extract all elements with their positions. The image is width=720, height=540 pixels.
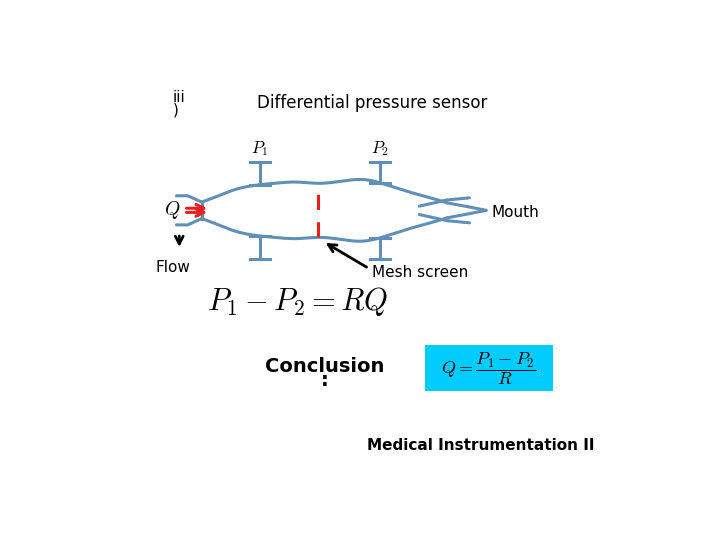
Text: $Q = \dfrac{P_1 - P_2}{R}$: $Q = \dfrac{P_1 - P_2}{R}$ xyxy=(441,350,536,387)
Text: Differential pressure sensor: Differential pressure sensor xyxy=(258,94,487,112)
Text: Flow: Flow xyxy=(155,260,190,275)
Text: $\mathit{Q}$: $\mathit{Q}$ xyxy=(164,199,181,221)
Text: iii: iii xyxy=(173,90,185,105)
Text: $P_1$: $P_1$ xyxy=(251,139,269,158)
Text: Medical Instrumentation II: Medical Instrumentation II xyxy=(367,438,594,453)
Text: :: : xyxy=(320,372,328,390)
Text: $P_2$: $P_2$ xyxy=(372,139,389,158)
Text: Conclusion: Conclusion xyxy=(265,357,384,376)
Text: ): ) xyxy=(173,102,179,117)
FancyBboxPatch shape xyxy=(425,346,553,391)
Text: Mouth: Mouth xyxy=(492,205,539,220)
Text: Mesh screen: Mesh screen xyxy=(372,265,468,280)
Text: $P_1 - P_2 = RQ$: $P_1 - P_2 = RQ$ xyxy=(207,285,388,318)
